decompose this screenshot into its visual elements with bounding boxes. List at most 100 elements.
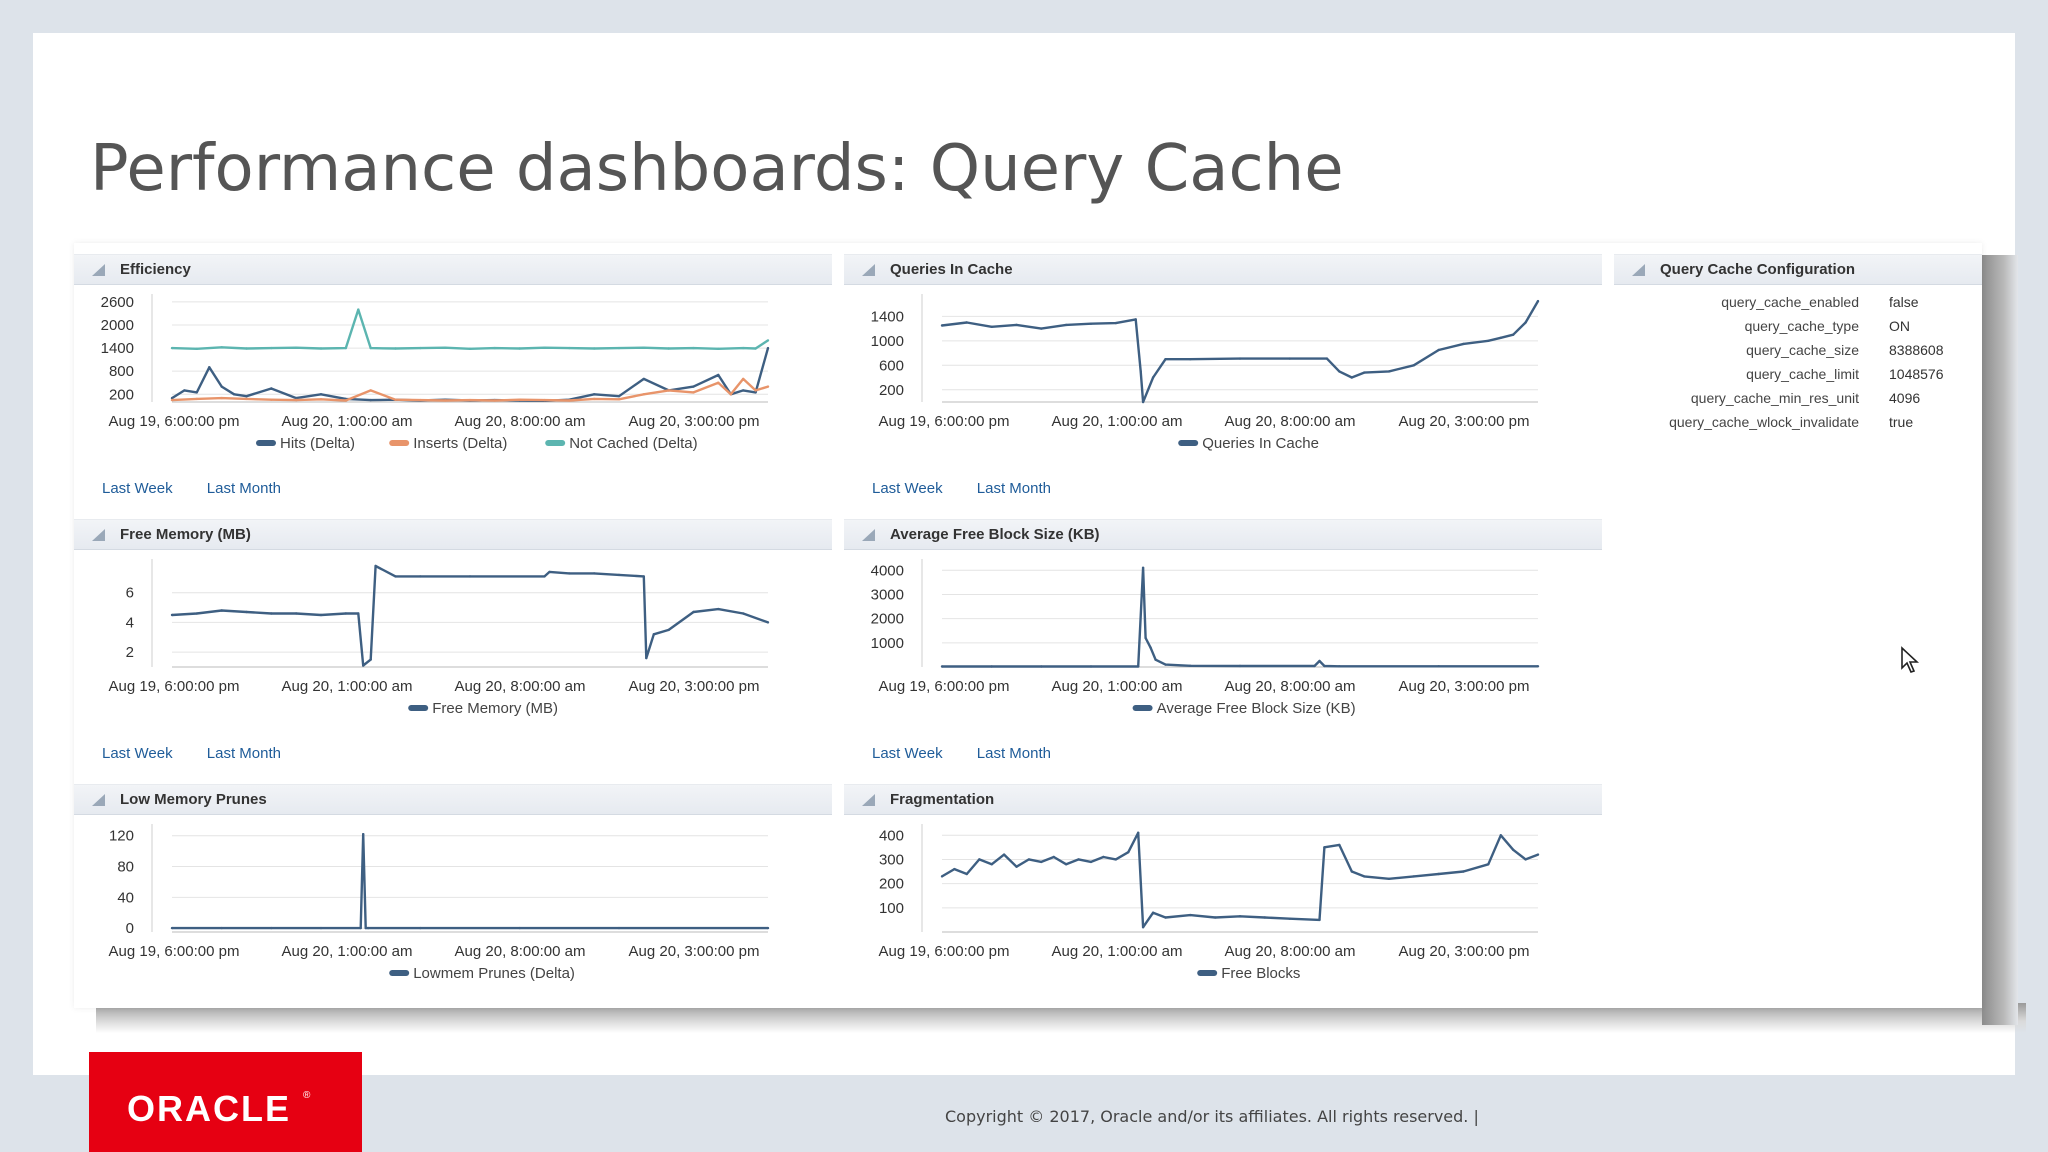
data-point: [667, 389, 670, 392]
data-point: [344, 346, 347, 350]
data-point: [170, 396, 174, 400]
collapse-triangle-icon[interactable]: [92, 794, 105, 806]
collapse-triangle-icon[interactable]: [862, 264, 875, 276]
config-key: query_cache_min_res_unit: [1690, 390, 1859, 406]
x-tick-label: Aug 20, 1:00:00 am: [1052, 943, 1183, 960]
collapse-triangle-icon[interactable]: [1632, 264, 1645, 276]
data-point: [729, 393, 732, 396]
collapse-triangle-icon[interactable]: [92, 264, 105, 276]
panel-header[interactable]: Average Free Block Size (KB): [844, 519, 1602, 550]
series-line: [172, 833, 768, 930]
y-tick-label: 1000: [871, 635, 904, 652]
x-tick-label: Aug 20, 3:00:00 pm: [629, 678, 760, 695]
data-point: [270, 612, 273, 615]
data-point: [1325, 357, 1329, 360]
last-month-link[interactable]: Last Month: [976, 745, 1051, 762]
config-row: query_cache_limit 1048576: [1614, 366, 1974, 390]
data-point: [1164, 916, 1167, 919]
data-point: [1089, 322, 1093, 325]
panel-header[interactable]: Free Memory (MB): [74, 519, 832, 550]
data-point: [364, 926, 367, 930]
data-point: [766, 926, 770, 930]
data-point: [270, 398, 273, 401]
data-point: [1114, 858, 1117, 861]
y-tick-label: 1400: [101, 340, 134, 357]
data-point: [742, 389, 745, 392]
config-row: query_cache_type ON: [1614, 318, 1974, 342]
data-point: [1462, 342, 1465, 346]
data-point: [990, 863, 993, 866]
data-point: [568, 399, 571, 402]
legend-label: Free Blocks: [1221, 965, 1300, 982]
config-value: false: [1889, 294, 1919, 310]
data-point: [1536, 299, 1540, 303]
data-point: [369, 398, 372, 402]
collapse-triangle-icon[interactable]: [862, 529, 875, 541]
panel-title: Efficiency: [120, 261, 191, 278]
data-point: [990, 665, 993, 668]
data-point: [717, 347, 720, 350]
data-point: [270, 926, 273, 930]
data-point: [990, 325, 993, 328]
y-tick-label: 200: [879, 876, 904, 893]
data-point: [419, 398, 422, 402]
series-line: [941, 831, 1539, 929]
data-point: [1154, 658, 1157, 661]
data-point: [319, 613, 323, 617]
x-tick-label: Aug 20, 8:00:00 am: [1225, 413, 1356, 430]
y-tick-label: 80: [117, 859, 134, 876]
last-month-link[interactable]: Last Month: [206, 480, 281, 497]
data-point: [195, 397, 198, 401]
data-point: [1499, 834, 1502, 837]
data-point: [742, 377, 745, 381]
data-point: [1015, 865, 1018, 868]
config-value: 1048576: [1889, 366, 1944, 382]
data-point: [444, 346, 447, 349]
y-tick-label: 0: [126, 920, 134, 937]
data-point: [220, 385, 223, 388]
config-value: 4096: [1889, 390, 1921, 406]
data-point: [953, 867, 956, 871]
panel-header[interactable]: Efficiency: [74, 254, 832, 285]
legend-swatch: [256, 440, 276, 446]
legend-swatch: [389, 440, 410, 446]
panel-header[interactable]: Fragmentation: [844, 784, 1602, 815]
collapse-triangle-icon[interactable]: [92, 529, 105, 541]
data-point: [245, 395, 248, 398]
data-point: [940, 875, 944, 878]
panel-title: Free Memory (MB): [120, 526, 251, 543]
last-month-link[interactable]: Last Month: [976, 480, 1051, 497]
data-point: [1536, 665, 1540, 668]
legend: Free Memory (MB): [408, 700, 558, 717]
data-point: [295, 346, 298, 349]
data-point: [1102, 855, 1105, 859]
data-point: [754, 391, 757, 394]
last-week-link[interactable]: Last Week: [872, 480, 943, 497]
last-week-link[interactable]: Last Week: [102, 480, 173, 497]
data-point: [617, 346, 621, 350]
last-week-link[interactable]: Last Week: [102, 745, 173, 762]
x-tick-label: Aug 20, 1:00:00 am: [282, 413, 413, 430]
data-point: [270, 346, 273, 350]
data-point: [357, 308, 360, 311]
panel-header[interactable]: Queries In Cache: [844, 254, 1602, 285]
data-point: [394, 398, 397, 401]
panel-header[interactable]: Low Memory Prunes: [74, 784, 832, 815]
panel-header[interactable]: Query Cache Configuration: [1614, 254, 1982, 285]
page-title: Performance dashboards: Query Cache: [90, 132, 1344, 206]
last-week-link[interactable]: Last Week: [872, 745, 943, 762]
data-point: [1387, 877, 1391, 880]
data-point: [518, 398, 521, 401]
last-month-link[interactable]: Last Month: [206, 745, 281, 762]
legend-label: Not Cached (Delta): [569, 435, 697, 452]
data-point: [419, 926, 422, 930]
data-point: [220, 346, 223, 349]
data-point: [468, 398, 472, 402]
collapse-triangle-icon[interactable]: [862, 794, 875, 806]
data-point: [295, 398, 298, 402]
x-tick-label: Aug 20, 8:00:00 am: [455, 678, 586, 695]
data-point: [617, 926, 621, 930]
low-memory-prunes-chart: 0 40 80 120 Aug 19, 6:00:00 pm Aug 20, 1:00:0…: [109, 824, 770, 982]
x-tick-label: Aug 20, 8:00:00 am: [455, 943, 586, 960]
config-row: query_cache_min_res_unit 4096: [1614, 390, 1974, 414]
